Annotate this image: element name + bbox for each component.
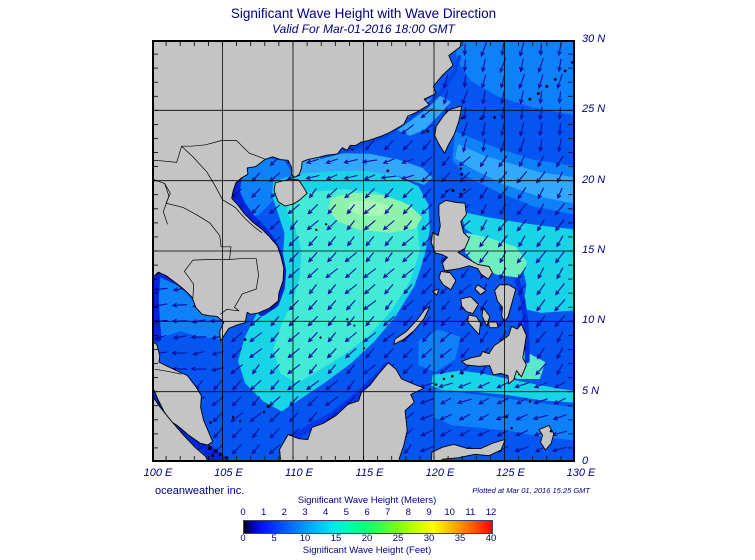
legend-meters-tick: 4 — [323, 507, 329, 518]
lat-label: 25 N — [582, 103, 606, 116]
legend-meters-tick: 7 — [385, 507, 391, 518]
legend-meters-tick: 1 — [261, 507, 267, 518]
lon-label: 115 E — [355, 467, 384, 479]
legend-feet-tick: 30 — [423, 533, 435, 544]
minor-ticks — [153, 41, 573, 461]
lat-label: 20 N — [582, 173, 606, 186]
legend-meters-tick: 0 — [240, 507, 246, 518]
legend-feet-label: Significant Wave Height (Feet) — [302, 545, 432, 556]
lon-label: 100 E — [143, 467, 173, 479]
lat-label: 30 N — [582, 33, 606, 45]
lon-label: 105 E — [214, 467, 243, 479]
lon-label: 130 E — [566, 467, 596, 479]
chart-subtitle: Valid For Mar-01-2016 18:00 GMT — [272, 22, 455, 36]
legend-meters-tick: 5 — [343, 507, 349, 518]
map-canvas — [152, 40, 575, 462]
legend-feet-tick: 40 — [485, 533, 497, 544]
grid-layer — [152, 40, 575, 462]
map-frame — [152, 40, 575, 462]
plotted-timestamp: Plotted at Mar 01, 2016 15:25 GMT — [472, 486, 590, 495]
lat-label: 10 N — [582, 314, 606, 327]
legend-meters-tick: 9 — [426, 507, 432, 518]
chart-title: Significant Wave Height with Wave Direct… — [230, 6, 497, 21]
legend-feet-tick: 10 — [299, 533, 311, 544]
legend-meters-label: Significant Wave Height (Meters) — [297, 495, 437, 506]
sea-layer — [152, 40, 575, 462]
legend-meters-tick: 2 — [281, 507, 287, 518]
legend-meters-tick: 12 — [485, 507, 497, 518]
legend-feet-tick: 5 — [271, 533, 277, 544]
legend-meters-tick: 10 — [444, 507, 455, 518]
legend-feet-tick: 0 — [240, 533, 246, 544]
lon-label: 120 E — [425, 467, 455, 479]
credit-text: oceanweather inc. — [155, 485, 245, 497]
legend-feet-tick: 15 — [330, 533, 342, 544]
islands-layer — [207, 61, 574, 460]
legend-meters-tick: 8 — [405, 507, 411, 518]
legend-meters-tick: 3 — [302, 507, 308, 518]
lat-label: 0 — [582, 455, 589, 467]
lon-label: 110 E — [285, 467, 313, 479]
legend-feet-tick: 25 — [392, 533, 404, 544]
land-layer — [152, 40, 555, 462]
legend-meters-tick: 11 — [465, 507, 476, 518]
map-area — [152, 40, 575, 462]
lat-label: 15 N — [582, 244, 606, 256]
legend-colorbar — [243, 520, 493, 534]
legend-feet-tick: 20 — [361, 533, 373, 544]
chart-header: Significant Wave Height with Wave Direct… — [152, 6, 575, 36]
legend-meters-tick: 6 — [364, 507, 370, 518]
legend-feet-tick: 35 — [454, 533, 466, 544]
lon-label: 125 E — [496, 467, 525, 479]
lat-label: 5 N — [582, 384, 600, 397]
